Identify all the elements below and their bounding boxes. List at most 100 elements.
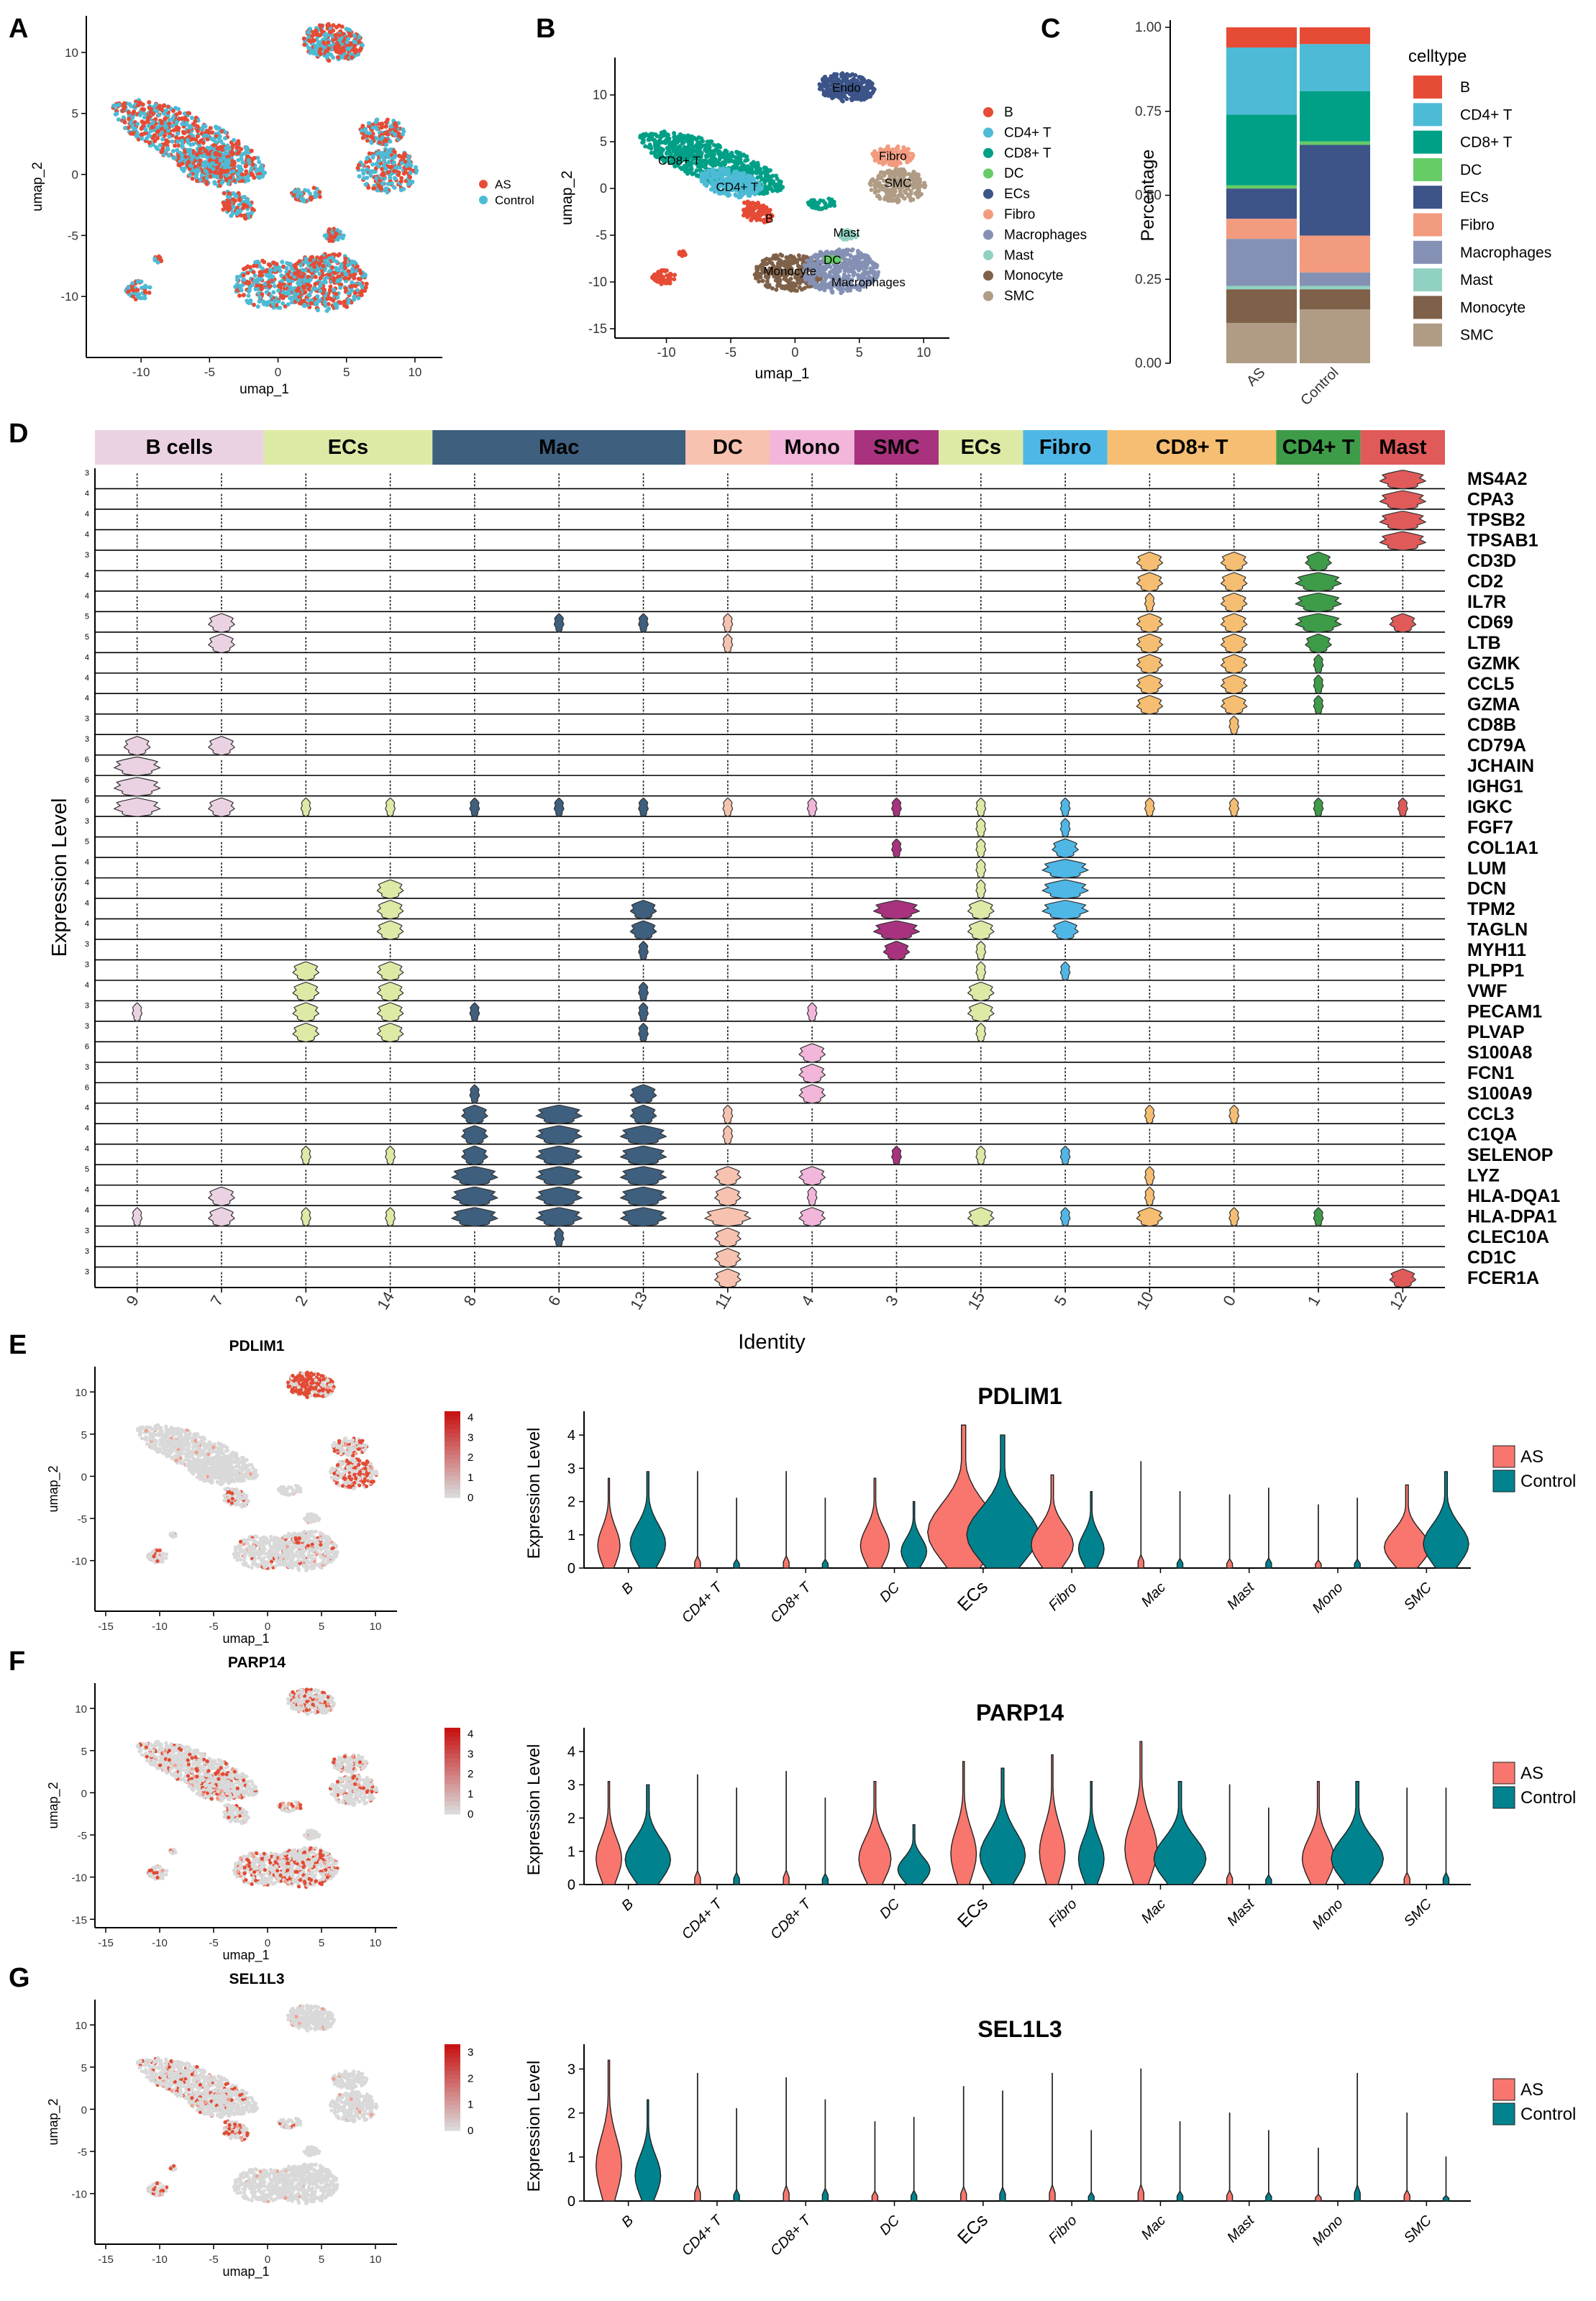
scatter-point — [221, 200, 226, 205]
scatter-point — [245, 154, 250, 159]
scatter-point — [760, 278, 765, 283]
scatter-point — [371, 186, 376, 191]
scatter-point — [352, 34, 357, 39]
scatter-point — [265, 273, 270, 278]
scatter-point — [917, 185, 922, 190]
scatter-point — [242, 278, 247, 283]
scatter-point — [175, 131, 181, 136]
scatter-point — [147, 100, 152, 105]
scatter-point — [337, 252, 342, 257]
scatter-point — [139, 132, 144, 137]
scatter-point — [204, 181, 209, 186]
panel-label-b: B — [536, 14, 555, 44]
scatter-point — [690, 171, 696, 176]
scatter-point — [334, 24, 339, 29]
panel-label-e: E — [9, 1330, 27, 1360]
scatter-point — [641, 140, 646, 145]
scatter-point — [816, 206, 821, 211]
scatter-point — [732, 163, 737, 168]
scatter-point — [308, 191, 313, 196]
y-tick-label: 5 — [600, 135, 607, 149]
scatter-point — [136, 295, 141, 300]
scatter-point — [157, 254, 162, 259]
scatter-point — [767, 283, 772, 288]
scatter-point — [327, 306, 332, 311]
scatter-point — [140, 136, 145, 141]
scatter-point — [871, 152, 876, 158]
scatter-point — [364, 130, 369, 135]
scatter-point — [672, 135, 677, 140]
scatter-point — [126, 284, 131, 289]
y-tick-label: 5 — [72, 107, 78, 121]
scatter-point — [300, 268, 305, 273]
scatter-point — [185, 137, 190, 142]
scatter-point — [357, 174, 362, 179]
scatter-point — [788, 286, 793, 291]
scatter-point — [233, 284, 238, 289]
scatter-point — [147, 285, 152, 290]
scatter-point — [194, 168, 199, 173]
scatter-point — [257, 176, 262, 181]
scatter-point — [306, 278, 311, 283]
scatter-point — [721, 172, 726, 177]
scatter-point — [910, 152, 915, 157]
scatter-point — [116, 117, 121, 122]
y-axis-title: umap_2 — [30, 162, 45, 211]
scatter-point — [240, 172, 245, 177]
scatter-point — [312, 32, 317, 37]
scatter-point — [911, 197, 916, 202]
scatter-point — [160, 137, 165, 142]
scatter-point — [323, 258, 328, 263]
scatter-point — [325, 296, 330, 301]
scatter-point — [643, 144, 648, 149]
scatter-point — [358, 46, 363, 51]
scatter-point — [675, 140, 680, 145]
scatter-point — [352, 272, 357, 277]
scatter-point — [711, 179, 716, 184]
scatter-point — [363, 285, 368, 290]
scatter-point — [241, 273, 246, 278]
scatter-point — [259, 287, 264, 292]
scatter-point — [368, 169, 373, 174]
scatter-point — [216, 131, 222, 136]
scatter-point — [195, 134, 200, 139]
scatter-point — [176, 143, 181, 148]
scatter-point — [237, 293, 242, 299]
scatter-point — [793, 258, 798, 263]
scatter-point — [368, 173, 373, 178]
scatter-point — [648, 135, 653, 140]
scatter-point — [335, 55, 340, 60]
scatter-point — [234, 275, 240, 280]
scatter-point — [194, 152, 199, 158]
scatter-point — [342, 275, 347, 281]
scatter-point — [182, 111, 187, 116]
scatter-point — [327, 227, 332, 232]
scatter-point — [219, 175, 224, 180]
scatter-point — [790, 260, 795, 265]
scatter-point — [303, 188, 308, 193]
scatter-point — [385, 190, 390, 195]
scatter-point — [404, 163, 409, 168]
scatter-point — [247, 280, 252, 285]
scatter-point — [309, 255, 314, 260]
scatter-point — [301, 199, 306, 204]
scatter-point — [314, 28, 319, 33]
scatter-point — [398, 179, 403, 184]
scatter-point — [352, 50, 357, 55]
scatter-point — [212, 181, 217, 186]
scatter-point — [333, 44, 338, 49]
scatter-point — [873, 188, 878, 193]
scatter-point — [302, 279, 307, 284]
scatter-point — [703, 173, 708, 178]
scatter-point — [204, 170, 209, 175]
scatter-point — [862, 96, 867, 101]
scatter-point — [870, 89, 875, 94]
scatter-point — [241, 293, 246, 298]
scatter-point — [216, 136, 222, 141]
scatter-point — [737, 158, 742, 163]
scatter-point — [876, 174, 881, 179]
scatter-point — [189, 157, 194, 162]
scatter-point — [123, 126, 128, 131]
scatter-point — [259, 276, 264, 281]
scatter-point — [322, 279, 327, 284]
